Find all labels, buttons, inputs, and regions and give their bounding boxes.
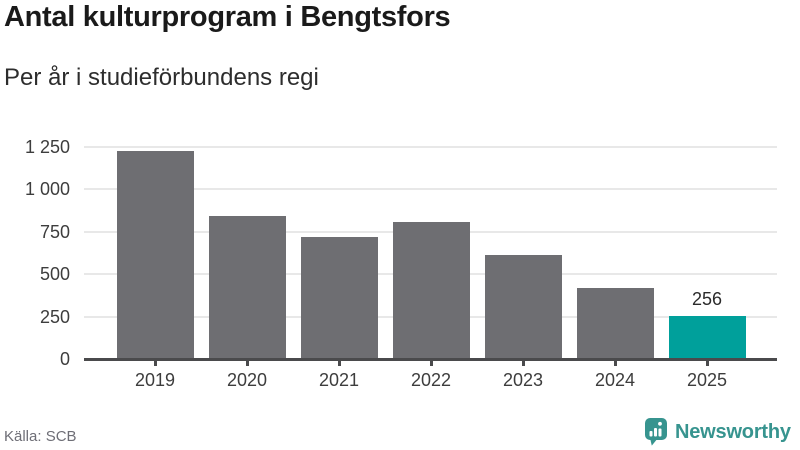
y-axis-label-250: 250 xyxy=(39,306,70,327)
gridline-1250 xyxy=(84,146,777,148)
logo-exclamation-dot xyxy=(658,421,662,426)
bar-2021 xyxy=(300,236,378,359)
bar-2023 xyxy=(484,254,562,359)
y-axis-label-500: 500 xyxy=(39,264,70,285)
x-axis-label-2019: 2019 xyxy=(134,370,176,390)
bar-value-label-2025: 256 xyxy=(691,288,723,309)
bar-2020 xyxy=(208,215,286,359)
x-axis-label-2021: 2021 xyxy=(318,370,360,390)
x-axis-line xyxy=(84,358,777,361)
bar-2025 xyxy=(668,315,746,359)
plot-area: 2019 2020 2021 2022 2023 2024 2025 256 xyxy=(84,146,777,390)
logo-bar-short xyxy=(649,431,653,437)
x-tick-2022 xyxy=(429,361,433,366)
x-tick-2023 xyxy=(521,361,525,366)
x-axis-label-2020: 2020 xyxy=(226,370,268,390)
y-axis-label-1000: 1 000 xyxy=(24,179,70,200)
logo-bar-medium xyxy=(654,428,657,437)
source-note: Källa: SCB xyxy=(4,428,77,445)
x-tick-2019 xyxy=(153,361,157,366)
y-axis-label-0: 0 xyxy=(59,349,70,369)
bar-2019 xyxy=(116,151,194,359)
chart-title: Antal kulturprogram i Bengtsfors xyxy=(4,1,451,33)
x-tick-2021 xyxy=(337,361,341,366)
newsworthy-logo-icon xyxy=(645,418,667,446)
x-axis-label-2025: 2025 xyxy=(686,370,728,390)
x-axis-label-2023: 2023 xyxy=(502,370,544,390)
logo-bar-tall xyxy=(658,428,662,437)
bar-2024 xyxy=(576,287,654,359)
brand-name: Newsworthy xyxy=(675,420,791,443)
y-axis-label-750: 750 xyxy=(39,221,70,242)
y-axis-label-1250: 1 250 xyxy=(24,137,70,157)
x-tick-2025 xyxy=(705,361,709,366)
bar-2022 xyxy=(392,221,470,359)
chart-subtitle: Per år i studieförbundens regi xyxy=(4,64,319,91)
gridline-1000 xyxy=(84,188,777,191)
brand-logo: Newsworthy xyxy=(645,418,791,446)
x-axis-label-2024: 2024 xyxy=(594,370,636,390)
x-axis-label-2022: 2022 xyxy=(410,370,452,390)
x-tick-2020 xyxy=(245,361,249,366)
x-tick-2024 xyxy=(613,361,617,366)
